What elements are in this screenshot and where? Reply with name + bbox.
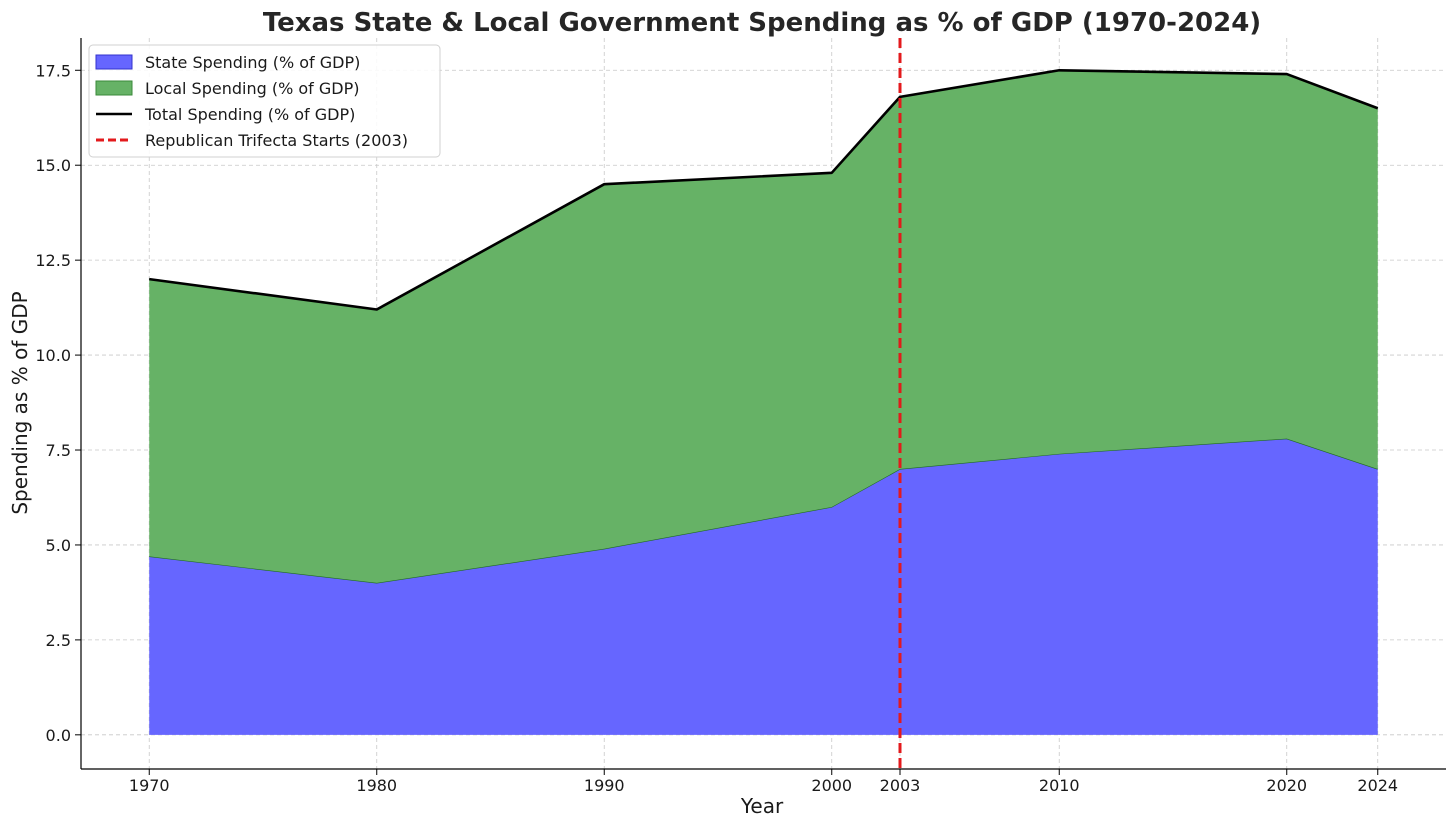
y-axis-label: Spending as % of GDP: [8, 291, 32, 514]
legend-box: [88, 44, 441, 158]
legend-swatch: [95, 54, 133, 70]
total-spending-line: [149, 68, 1379, 311]
x-tick-label: 2003: [880, 776, 921, 795]
y-tick-label: 15.0: [35, 156, 71, 175]
x-tick-label: 2020: [1266, 776, 1307, 795]
axes: [80, 38, 1446, 770]
ticks: 1970 1980 1990 2000 2003 2010 2020 2024 0.0 2.5 5.…: [35, 61, 1398, 795]
y-tick-label: 17.5: [35, 61, 71, 80]
x-axis-label: Year: [740, 794, 784, 818]
x-tick-label: 2010: [1039, 776, 1080, 795]
stacked-areas: [149, 69, 1378, 735]
legend-label: Local Spending (% of GDP): [145, 79, 359, 98]
x-tick-label: 1990: [584, 776, 625, 795]
area-local: [149, 70, 1378, 583]
legend-swatch: [95, 80, 133, 96]
legend-label: Republican Trifecta Starts (2003): [145, 131, 408, 150]
y-tick-label: 5.0: [46, 536, 71, 555]
area-state: [149, 438, 1378, 735]
legend-label: State Spending (% of GDP): [145, 53, 360, 72]
y-tick-label: 12.5: [35, 251, 71, 270]
y-tick-label: 7.5: [46, 441, 71, 460]
series-lines: [149, 38, 1379, 769]
legend: State Spending (% of GDP) Local Spending …: [88, 44, 441, 158]
x-tick-label: 1980: [356, 776, 397, 795]
y-tick-label: 2.5: [46, 631, 71, 650]
x-tick-label: 2024: [1357, 776, 1398, 795]
x-tick-label: 1970: [129, 776, 170, 795]
chart-title: Texas State & Local Government Spending …: [263, 8, 1261, 38]
x-tick-label: 2000: [811, 776, 852, 795]
y-tick-label: 0.0: [46, 726, 71, 745]
y-tick-label: 10.0: [35, 346, 71, 365]
legend-label: Total Spending (% of GDP): [144, 105, 355, 124]
